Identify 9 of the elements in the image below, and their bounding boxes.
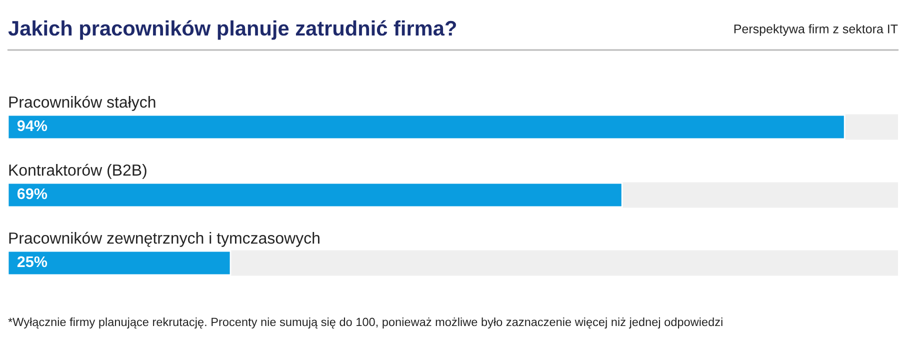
data-label: 69% [17, 188, 48, 200]
text: *Wyłącznie firmy planujące rekrutację. Procenty nie sumują się do 100, ponieważ możliwe było zaznaczenie więcej niż jednej odpowiedzi [8, 317, 722, 329]
chart-title: Jakich pracowników planuje zatrudnić firma? [8, 20, 456, 40]
y-tick-label: Pracowników zewnętrznych i tymczasowych [9, 232, 320, 247]
y-tick-label: Kontraktorów (B2B) [9, 164, 146, 179]
data-label: 25% [17, 256, 48, 268]
y-tick-label: Pracowników stałych [9, 96, 156, 111]
data-label: 94% [17, 120, 48, 132]
chart-subtitle: Perspektywa firm z sektora IT [734, 24, 898, 36]
